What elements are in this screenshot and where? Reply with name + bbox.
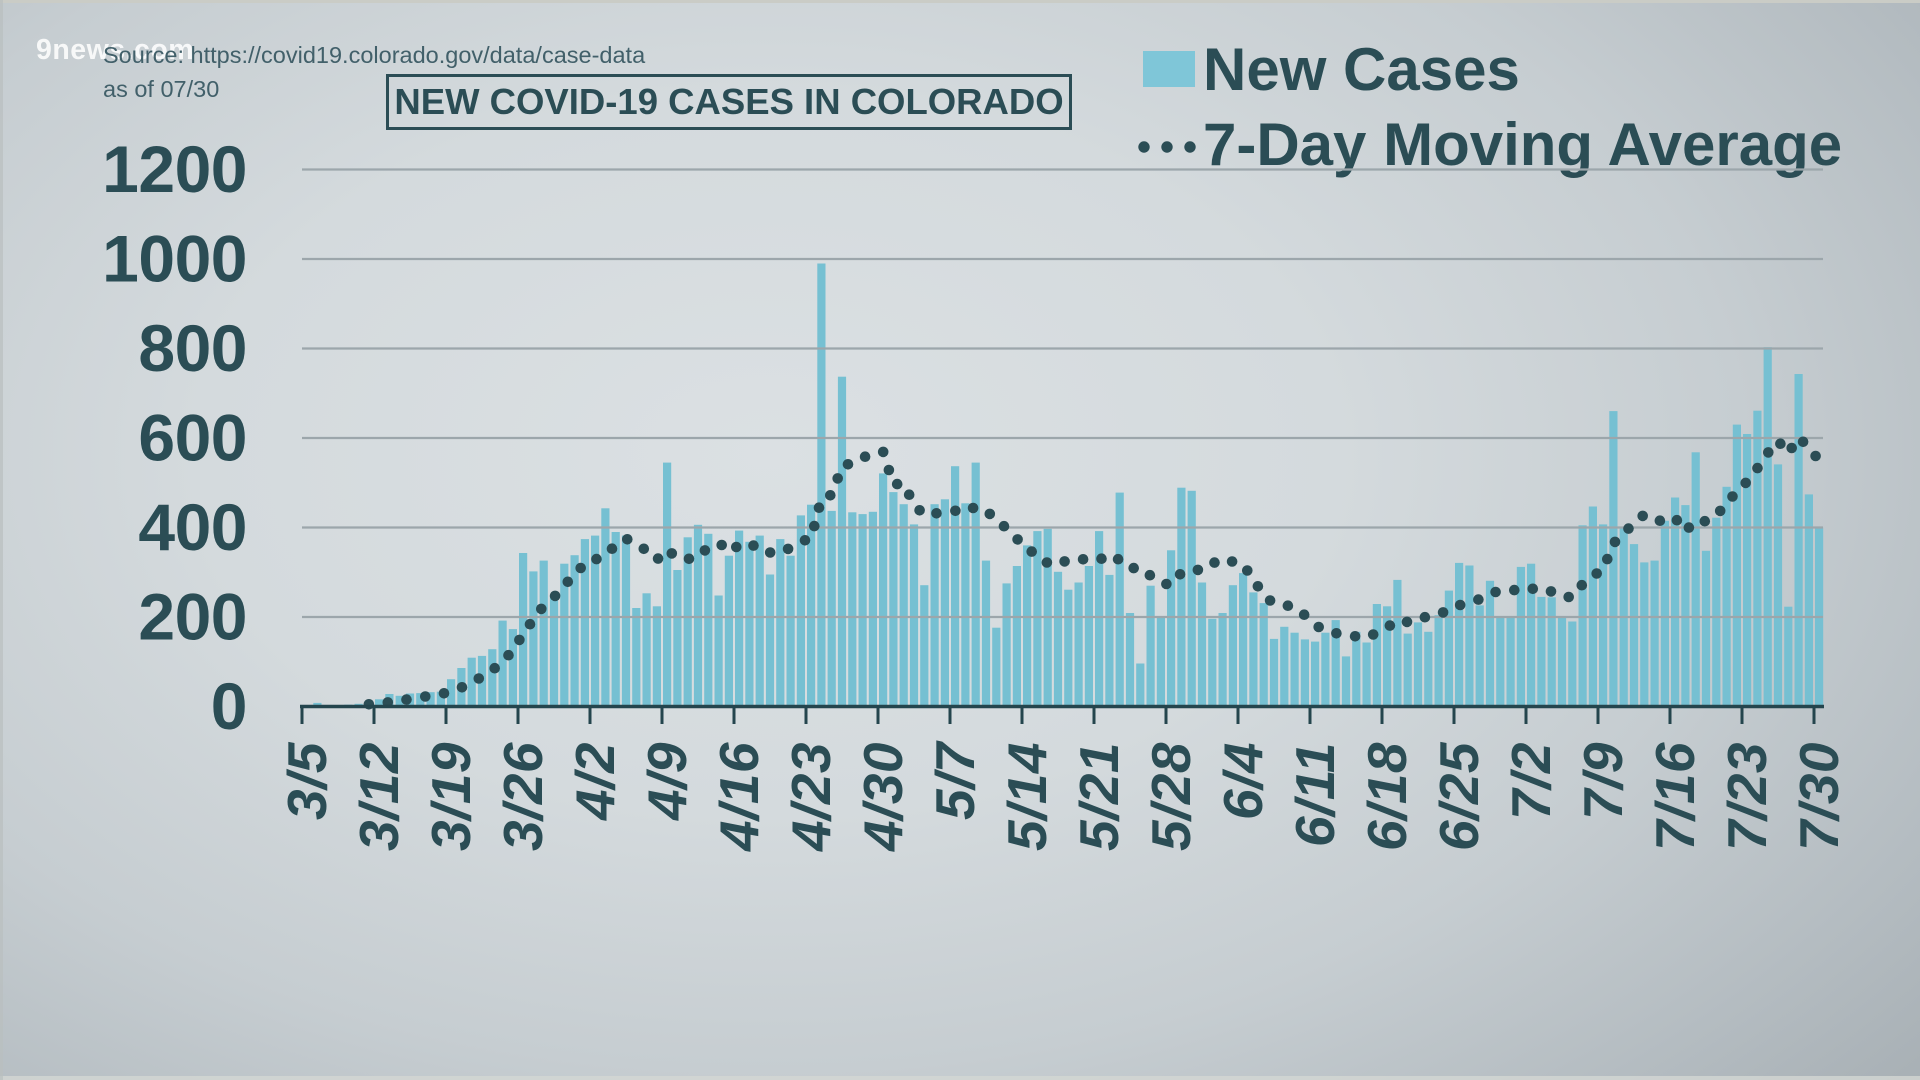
- svg-text:4/9: 4/9: [636, 742, 698, 821]
- svg-text:4/30: 4/30: [852, 742, 914, 852]
- svg-text:7/2: 7/2: [1500, 742, 1562, 820]
- svg-text:4/2: 4/2: [564, 742, 626, 821]
- svg-text:7/30: 7/30: [1788, 742, 1850, 851]
- svg-text:7/23: 7/23: [1716, 742, 1778, 851]
- svg-text:7/16: 7/16: [1644, 742, 1706, 851]
- svg-text:0: 0: [211, 669, 247, 743]
- svg-text:3/12: 3/12: [348, 742, 410, 851]
- svg-text:200: 200: [138, 580, 247, 654]
- svg-text:3/19: 3/19: [420, 742, 482, 851]
- svg-text:4/16: 4/16: [708, 742, 770, 852]
- svg-text:5/14: 5/14: [996, 742, 1058, 851]
- svg-text:5/7: 5/7: [924, 740, 986, 820]
- svg-text:7/9: 7/9: [1572, 742, 1634, 820]
- svg-text:1000: 1000: [102, 222, 247, 296]
- svg-text:New Cases: New Cases: [1203, 36, 1520, 103]
- svg-text:600: 600: [138, 401, 247, 475]
- svg-text:5/28: 5/28: [1140, 742, 1202, 851]
- svg-text:6/18: 6/18: [1356, 742, 1418, 851]
- svg-text:6/4: 6/4: [1212, 742, 1274, 820]
- svg-text:400: 400: [138, 490, 247, 564]
- svg-text:800: 800: [138, 311, 247, 385]
- svg-text:3/26: 3/26: [492, 742, 554, 851]
- svg-text:7-Day Moving Average: 7-Day Moving Average: [1203, 111, 1842, 178]
- svg-text:3/5: 3/5: [276, 741, 338, 820]
- svg-text:6/25: 6/25: [1428, 741, 1490, 851]
- svg-text:6/11: 6/11: [1284, 742, 1346, 847]
- svg-text:1200: 1200: [102, 132, 247, 206]
- svg-text:4/23: 4/23: [780, 742, 842, 852]
- svg-text:5/21: 5/21: [1068, 742, 1130, 851]
